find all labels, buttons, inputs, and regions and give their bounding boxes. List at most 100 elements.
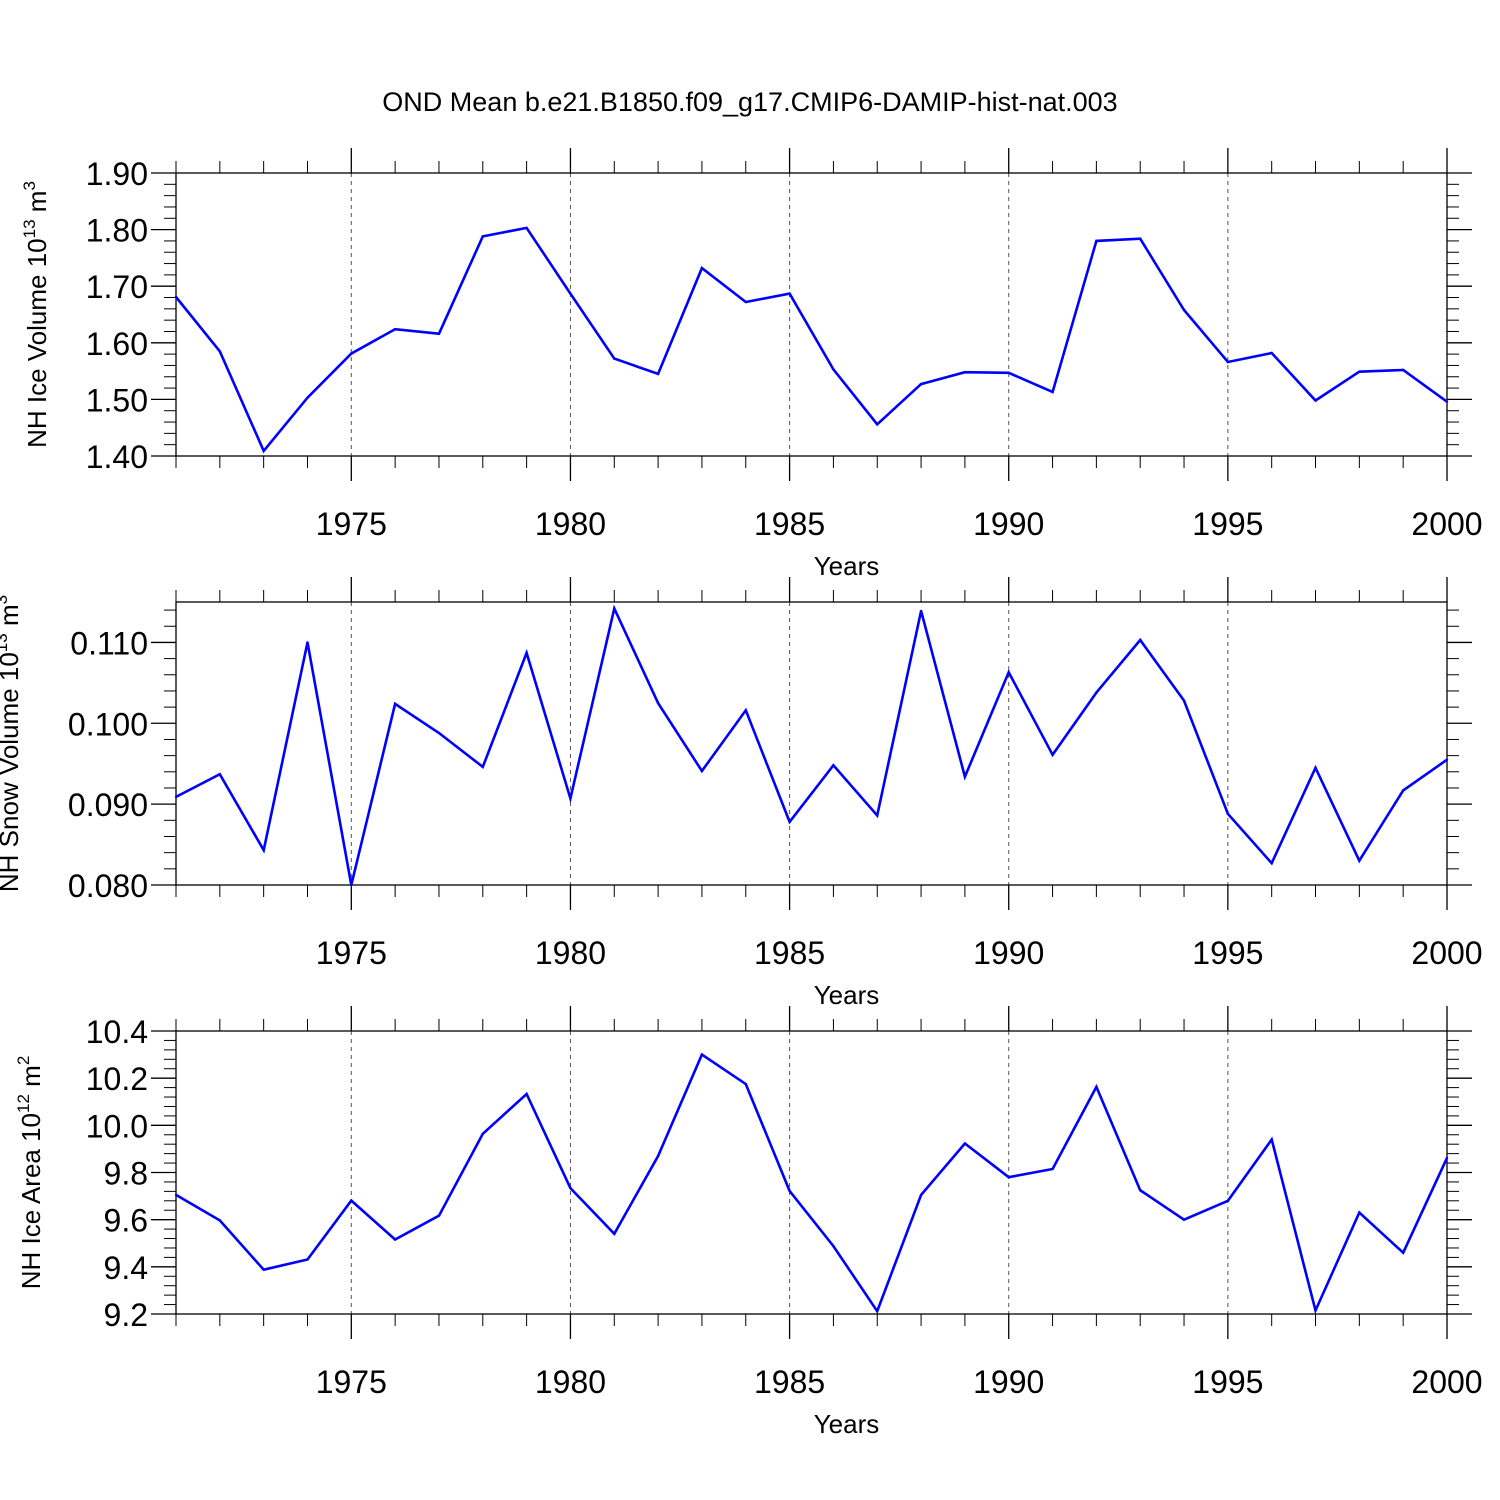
series-line	[174, 226, 1448, 454]
data-point	[1270, 1138, 1273, 1141]
data-point	[1182, 699, 1186, 702]
data-point	[788, 292, 791, 295]
y-axis-label-exponent: 13	[0, 633, 11, 652]
data-point	[744, 709, 747, 712]
data-point	[700, 266, 704, 270]
data-point	[1007, 671, 1010, 674]
x-tick-label: 1990	[973, 506, 1044, 542]
panel-1: 1975 1980 1985 1990 1995 2000 1.40 1.50 1.60 1.70…	[20, 148, 1483, 581]
x-tick-label: 1995	[1192, 1364, 1263, 1400]
data-point	[1226, 812, 1230, 816]
data-point	[525, 651, 528, 655]
y-tick-label: 0.090	[68, 787, 148, 823]
x-tick-label: 1975	[316, 935, 387, 971]
x-tick-label: 1975	[316, 506, 387, 542]
data-point	[525, 226, 528, 230]
x-axis-label: Years	[814, 980, 880, 1010]
data-point	[788, 1189, 791, 1193]
y-tick-label: 1.70	[86, 269, 148, 305]
data-point	[350, 883, 353, 887]
data-point	[1226, 1199, 1230, 1203]
data-point	[262, 449, 265, 453]
x-tick-label: 2000	[1411, 506, 1482, 542]
data-point	[656, 372, 660, 376]
data-point	[1095, 239, 1098, 243]
data-point	[876, 423, 879, 426]
chart-title: OND Mean b.e21.B1850.f09_g17.CMIP6-DAMIP…	[382, 87, 1117, 117]
plot-frame	[175, 1030, 1448, 1315]
y-tick-label: 9.8	[104, 1156, 148, 1192]
y-axis-label-unit-exponent: 3	[0, 595, 11, 604]
data-point	[656, 701, 660, 705]
series-line	[175, 604, 1448, 886]
data-point	[832, 368, 835, 371]
data-point	[1182, 1218, 1186, 1221]
y-tick-label: 0.100	[68, 706, 148, 742]
data-point	[1445, 758, 1449, 761]
data-point	[656, 1154, 660, 1158]
data-point	[393, 1238, 397, 1241]
data-point	[832, 1244, 835, 1248]
data-point	[306, 641, 309, 644]
y-tick-label: 9.2	[104, 1297, 148, 1333]
data-point	[1095, 1085, 1098, 1089]
data-point	[481, 235, 484, 238]
data-point	[569, 1186, 572, 1190]
data-point	[744, 300, 747, 304]
y-tick-label: 1.60	[86, 326, 148, 362]
y-axis-label-unit-exponent: 2	[14, 1056, 33, 1065]
x-axis-label: Years	[814, 551, 880, 581]
data-point	[569, 292, 572, 295]
data-point	[1401, 789, 1405, 792]
data-point	[1445, 1156, 1449, 1160]
data-point	[876, 1309, 879, 1313]
x-tick-label: 2000	[1411, 935, 1482, 971]
y-axis-label-unit-exponent: 3	[20, 181, 39, 190]
data-point	[1182, 308, 1186, 312]
data-point	[1051, 1167, 1054, 1171]
x-tick-label: 1980	[535, 935, 606, 971]
y-axis-label-exponent: 12	[14, 1094, 33, 1113]
data-point	[963, 775, 967, 778]
y-axis-label-unit: m	[0, 604, 24, 633]
data-point	[306, 1258, 309, 1261]
y-tick-label: 9.4	[104, 1250, 148, 1286]
y-axis-label: NH Ice Volume 1013 m3	[20, 181, 52, 448]
data-point	[437, 332, 441, 335]
plot-frame	[175, 172, 1448, 457]
data-point	[1358, 859, 1361, 862]
data-point	[218, 350, 222, 353]
data-point	[1270, 861, 1273, 865]
data-point	[1358, 370, 1361, 373]
data-point	[832, 764, 835, 767]
data-point	[613, 1232, 616, 1236]
data-point	[919, 382, 923, 386]
data-point	[306, 396, 309, 399]
panel-3: 1975 1980 1985 1990 1995 2000 9.2 9.4 9.6 9.8 10.0…	[14, 1006, 1483, 1439]
y-axis-label-main: NH Snow Volume 10	[0, 652, 24, 892]
data-point	[218, 1219, 222, 1222]
data-point	[262, 1268, 265, 1271]
x-tick-label: 1990	[973, 1364, 1044, 1400]
y-axis-label-exponent: 13	[20, 219, 39, 238]
x-tick-label: 1985	[754, 935, 825, 971]
x-tick-label: 1980	[535, 506, 606, 542]
y-axis-label-main: NH Ice Volume 10	[22, 238, 52, 448]
panel-2: 1975 1980 1985 1990 1995 2000 0.080 0.090 0.100 0…	[0, 577, 1483, 1010]
data-point	[1051, 753, 1054, 757]
y-axis-label-main: NH Ice Area 10	[16, 1113, 46, 1289]
data-point	[481, 1132, 484, 1136]
data-point	[262, 849, 265, 852]
data-point	[700, 769, 704, 773]
data-point	[1314, 766, 1317, 769]
data-point	[1139, 638, 1142, 642]
x-tick-label: 1990	[973, 935, 1044, 971]
data-point	[744, 1082, 747, 1086]
data-point	[1051, 390, 1054, 394]
y-tick-label: 0.110	[70, 625, 148, 661]
data-point	[1270, 351, 1273, 355]
data-point	[1401, 368, 1405, 372]
y-tick-label: 1.40	[86, 439, 148, 475]
data-point	[1314, 1309, 1317, 1312]
